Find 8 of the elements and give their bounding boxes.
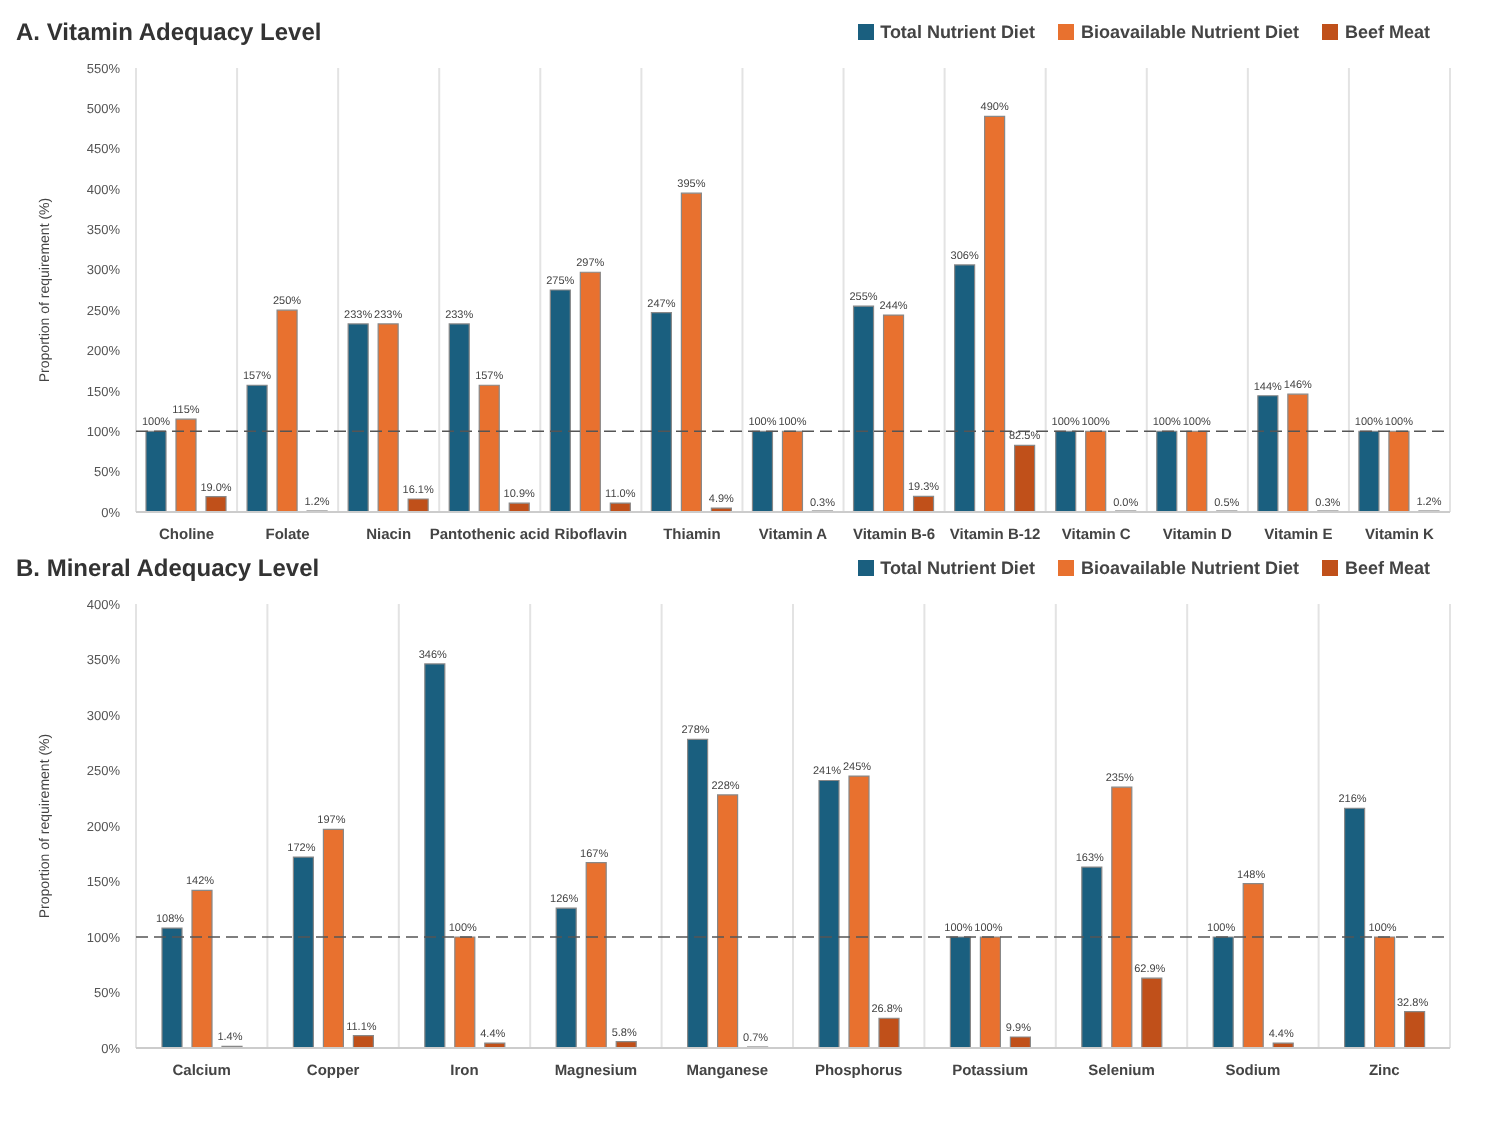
legend-label: Beef Meat: [1342, 22, 1430, 42]
chart-title: B. Mineral Adequacy Level: [16, 554, 320, 582]
legend-label: Total Nutrient Diet: [878, 558, 1035, 578]
chart-title: A. Vitamin Adequacy Level: [16, 18, 322, 46]
legend-label: Bioavailable Nutrient Diet: [1078, 22, 1299, 42]
legend-label: Total Nutrient Diet: [878, 22, 1035, 42]
legend-label: Beef Meat: [1342, 558, 1430, 578]
legend-label: Bioavailable Nutrient Diet: [1078, 558, 1299, 578]
